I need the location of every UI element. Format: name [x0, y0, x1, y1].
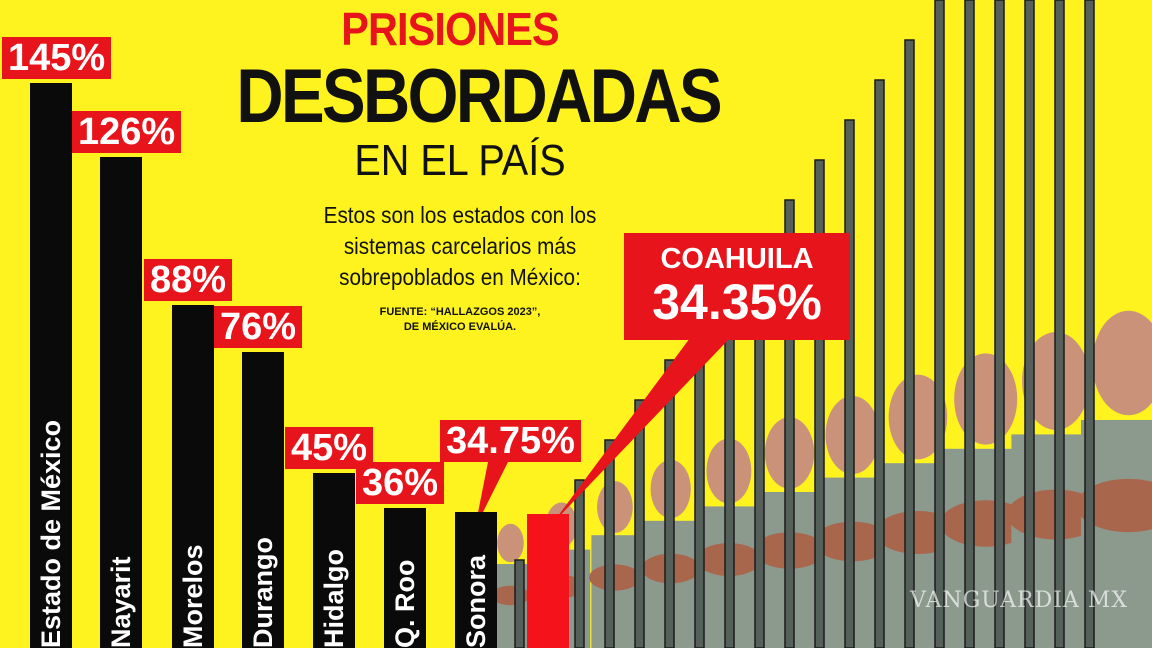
prison-bar	[994, 0, 1005, 648]
prison-bar	[1024, 0, 1035, 648]
prisoner-fists	[589, 564, 641, 591]
watermark-logo: VANGUARDIA MX	[910, 588, 1128, 613]
coahuila-callout-pointer	[552, 338, 730, 524]
prisoner-head	[888, 374, 948, 460]
bar-category-label: Hidalgo	[319, 549, 349, 648]
bar-nayarit: Nayarit	[100, 156, 142, 648]
prison-bar	[784, 199, 795, 648]
bar-category-label: Estado de México	[36, 419, 66, 648]
bar-category-label: Nayarit	[106, 556, 136, 648]
sonora-label-pointer	[475, 462, 508, 528]
prison-bar	[934, 0, 945, 648]
prison-bar	[964, 0, 975, 648]
prison-bar	[1084, 0, 1095, 648]
bar-morelos: Morelos	[172, 304, 214, 648]
bar-value-label: 36%	[356, 461, 445, 504]
bar-durango: Durango	[242, 351, 284, 648]
bar-hidalgo: Hidalgo	[313, 472, 355, 648]
prison-bar	[664, 359, 675, 648]
bar-value-label: 34.75%	[440, 420, 581, 462]
prison-bar	[634, 399, 645, 648]
bar-value-label: 145%	[2, 36, 112, 79]
prisoner-head	[497, 523, 524, 563]
prison-bar	[574, 479, 585, 648]
source-line-1: FUENTE: “HALLAZGOS 2023”,	[379, 306, 541, 318]
prison-bar	[604, 439, 615, 648]
bar-value-label: 88%	[144, 258, 233, 301]
bar-value-label: 76%	[214, 305, 303, 348]
title-line-3: EN EL PAÍS	[354, 136, 566, 185]
bar-category-label: Sonora	[461, 554, 491, 648]
prison-bar	[904, 39, 915, 648]
prison-bar	[514, 559, 525, 648]
bar-category-label: Morelos	[178, 544, 208, 648]
bar-estado-de-m-xico: Estado de México	[30, 82, 72, 648]
bar-q-roo: Q. Roo	[384, 507, 426, 648]
bar-coahuila	[527, 514, 569, 648]
prisoner-fists	[1076, 478, 1152, 533]
source-line-2: DE MÉXICO EVALÚA.	[403, 321, 517, 333]
prison-bar	[874, 79, 885, 648]
subtitle: Estos son los estados con los sistemas c…	[323, 202, 597, 290]
prisoner-fists	[1147, 485, 1152, 508]
bar-value-label: 45%	[285, 426, 374, 469]
bar-category-label: Q. Roo	[390, 559, 420, 648]
source-note: FUENTE: “HALLAZGOS 2023”, DE MÉXICO EVAL…	[330, 305, 590, 335]
bar-value-label: 126%	[72, 110, 182, 153]
prison-bar	[1054, 0, 1065, 648]
highlight-state: COAHUILA	[660, 243, 814, 275]
highlight-callout: COAHUILA 34.35%	[624, 233, 850, 340]
prisoner-head	[954, 353, 1018, 445]
prisoner-head	[1092, 310, 1152, 416]
title-line-2: DESBORDADAS	[236, 54, 722, 139]
highlight-value: 34.35%	[652, 274, 822, 330]
bar-category-label: Durango	[248, 536, 278, 648]
prison-bar	[814, 159, 825, 648]
title-line-1: PRISIONES	[341, 3, 559, 55]
prison-bar	[844, 119, 855, 648]
bar-sonora: Sonora	[455, 512, 497, 648]
prisoner-head	[597, 481, 633, 533]
